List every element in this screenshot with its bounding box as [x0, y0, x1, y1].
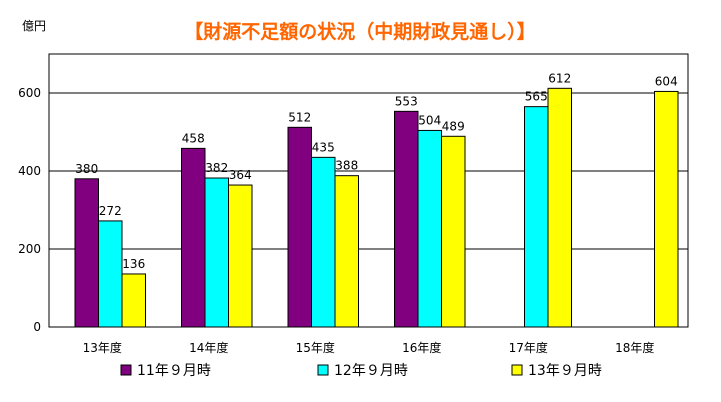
x-category-label: 18年度 [615, 340, 654, 355]
data-label: 272 [99, 204, 122, 218]
x-category-label: 13年度 [83, 340, 122, 355]
bars [74, 87, 679, 328]
data-label: 364 [229, 168, 252, 182]
legend-swatch [120, 364, 132, 376]
bar [204, 177, 229, 328]
y-axis-unit-label: 億円 [22, 19, 46, 33]
bar [287, 126, 312, 328]
data-label: 504 [418, 113, 441, 127]
x-axis-categories: 13年度 14年度 15年度 16年度 17年度 18年度 [83, 340, 655, 355]
x-category-label: 16年度 [402, 340, 441, 355]
x-category-label: 15年度 [296, 340, 335, 355]
data-label: 458 [182, 131, 205, 145]
legend-swatch [317, 364, 329, 376]
data-label: 604 [655, 74, 678, 88]
y-tick-label: 200 [18, 242, 41, 256]
bar [334, 175, 359, 328]
y-tick-label: 600 [18, 86, 41, 100]
plot-area [48, 53, 689, 328]
bar [524, 106, 549, 328]
y-axis-ticks: 0 200 400 600 [18, 86, 41, 334]
bar [181, 147, 206, 328]
legend: 11年９月時 12年９月時 13年９月時 [120, 363, 602, 379]
data-label: 489 [442, 119, 465, 133]
y-tick-label: 400 [18, 164, 41, 178]
bar [98, 220, 123, 328]
data-label: 388 [335, 159, 358, 173]
bar [228, 184, 253, 328]
legend-swatch [511, 364, 523, 376]
bar [121, 273, 146, 328]
bar [441, 135, 466, 328]
data-label: 136 [122, 257, 145, 271]
bar [394, 110, 419, 328]
bar [74, 178, 99, 328]
data-label: 612 [548, 71, 571, 85]
x-category-label: 17年度 [509, 340, 548, 355]
data-label: 553 [395, 94, 418, 108]
legend-label: 13年９月時 [528, 363, 602, 379]
bar [311, 156, 336, 328]
legend-label: 12年９月時 [334, 363, 408, 379]
data-label: 565 [525, 90, 548, 104]
gridlines [49, 92, 688, 250]
legend-label: 11年９月時 [137, 363, 211, 379]
bar [654, 90, 679, 328]
data-label: 380 [75, 162, 98, 176]
chart-title: 【財源不足額の状況（中期財政見通し）】 [184, 20, 536, 43]
x-category-label: 14年度 [189, 340, 228, 355]
y-tick-label: 0 [33, 320, 41, 334]
bar [547, 87, 572, 328]
data-label: 435 [312, 140, 335, 154]
bar [417, 129, 442, 328]
data-label: 382 [205, 161, 228, 175]
data-label: 512 [288, 110, 311, 124]
